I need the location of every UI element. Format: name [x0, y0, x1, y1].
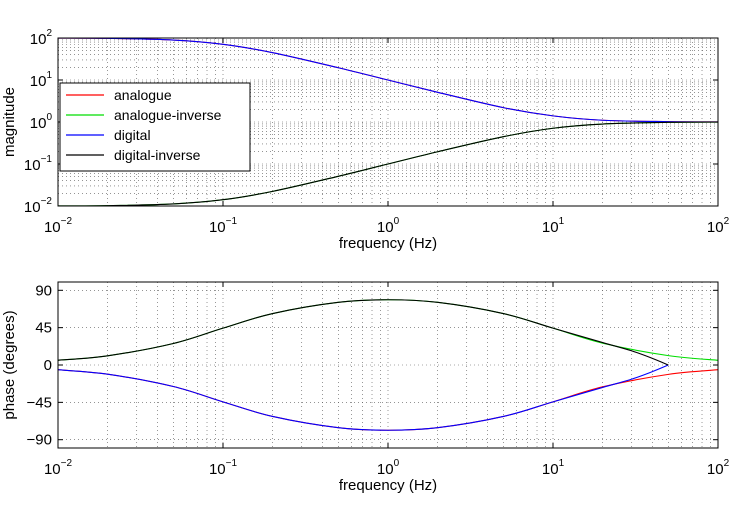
y-tick-label: −90: [27, 432, 52, 449]
y-tick-label: 10−2: [24, 196, 53, 216]
x-axis-label: frequency (Hz): [339, 235, 437, 252]
y-axis-label: phase (degrees): [1, 310, 18, 419]
x-axis-label: frequency (Hz): [339, 477, 437, 494]
legend: analogue analogue-inverse digital digital-i…: [59, 82, 251, 172]
plot-area: [58, 282, 718, 448]
series-line-digital: [57, 37, 719, 123]
series-line-digital-inverse: [57, 299, 669, 366]
x-tick-label: 101: [542, 458, 565, 478]
grid: [58, 38, 718, 206]
legend-label: analogue: [114, 87, 172, 103]
x-tick-label: 10−2: [44, 216, 73, 236]
x-tick-label: 102: [707, 216, 730, 236]
y-tick-label: 102: [30, 28, 53, 48]
phase-axes: 10−2 10−1 100 101 102 90 45 0 −45 −90 frequency (H…: [1, 281, 730, 494]
magnitude-axes: 10−2 10−1 100 101 102 10−2 10−1 100 101 102 freque…: [1, 28, 730, 252]
x-tick-label: 100: [377, 216, 400, 236]
y-tick-label: −45: [27, 394, 52, 411]
y-tick-label: 101: [30, 70, 53, 90]
x-tick-label: 10−1: [209, 458, 238, 478]
series-line-digital: [57, 364, 669, 431]
legend-label: analogue-inverse: [114, 107, 222, 123]
series-line-digital-inverse: [57, 121, 719, 207]
y-axis-label: magnitude: [1, 87, 18, 157]
y-tick-label: 100: [30, 112, 53, 132]
x-tick-label: 10−1: [209, 216, 238, 236]
legend-label: digital-inverse: [114, 147, 201, 163]
x-tick-label: 102: [707, 458, 730, 478]
y-tick-label: 0: [44, 357, 52, 374]
legend-label: digital: [114, 127, 151, 143]
y-tick-label: 90: [35, 282, 52, 299]
y-tick-label: 45: [35, 320, 52, 337]
y-tick-label: 10−1: [24, 154, 53, 174]
legend-box: [59, 82, 251, 172]
x-tick-label: 10−2: [44, 458, 73, 478]
x-tick-label: 100: [377, 458, 400, 478]
x-tick-label: 101: [542, 216, 565, 236]
